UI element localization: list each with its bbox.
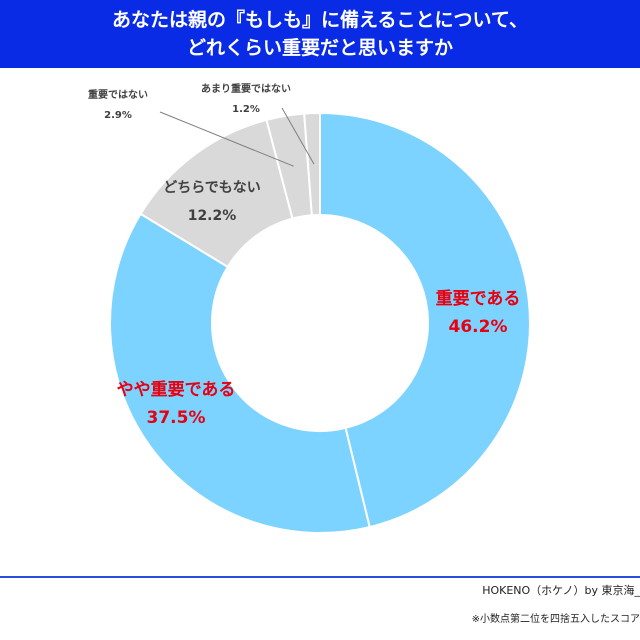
chart-title-line2: どれくらい重要だと思いますか bbox=[186, 37, 453, 59]
value-somewhat-important: 37.5% bbox=[147, 408, 206, 428]
slice-not-very-important bbox=[303, 111, 321, 217]
source-credit: HOKENO（ホケノ）by 東京海_ bbox=[482, 584, 640, 597]
rounding-note: ※小数点第二位を四捨五入したスコア bbox=[471, 614, 640, 625]
slice-somewhat-important bbox=[109, 212, 371, 534]
leader-line-not-very-important bbox=[281, 107, 315, 165]
chart-title-line1: あなたは親の『もしも』に備えることについて、 bbox=[112, 9, 528, 31]
leader-line-not-important bbox=[159, 111, 294, 167]
label-not-important: 重要ではない bbox=[88, 88, 148, 101]
slice-important bbox=[319, 111, 531, 529]
label-not-very-important: あまり重要ではない bbox=[201, 82, 291, 95]
label-somewhat-important: やや重要である bbox=[117, 379, 236, 400]
footer-divider bbox=[0, 576, 640, 578]
label-important: 重要である bbox=[436, 288, 521, 309]
chart-title-banner: あなたは親の『もしも』に備えることについて、 どれくらい重要だと思いますか bbox=[0, 0, 640, 68]
label-neutral: どちらでもない bbox=[163, 180, 261, 196]
value-not-important: 2.9% bbox=[104, 110, 132, 121]
value-neutral: 12.2% bbox=[188, 208, 237, 224]
value-not-very-important: 1.2% bbox=[232, 104, 260, 115]
donut-chart: 重要である 46.2% やや重要である 37.5% どちらでもない 12.2% 重要ではない… bbox=[88, 82, 531, 534]
value-important: 46.2% bbox=[449, 317, 508, 337]
